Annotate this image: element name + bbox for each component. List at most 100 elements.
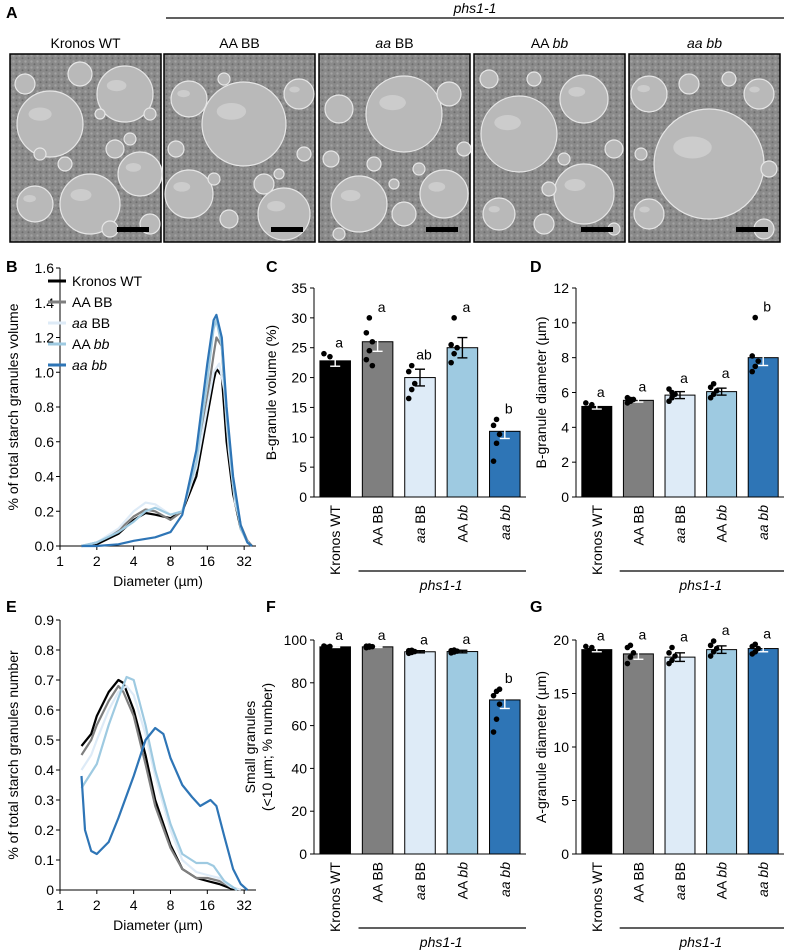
category-label: aa bb	[497, 505, 513, 540]
starch-granule	[101, 220, 119, 238]
genotype-plain: BB	[672, 505, 688, 528]
starch-granule	[653, 108, 765, 220]
category-label: aa BB	[412, 862, 428, 900]
y-axis-title: Small granules	[242, 701, 258, 794]
starch-granule	[16, 90, 84, 158]
micrograph-row: Kronos WT AA BB aa BB AA bb aa bb	[9, 35, 781, 243]
y-tick-label: 20	[291, 370, 307, 386]
granule-highlight	[267, 201, 286, 212]
starch-granule	[541, 181, 557, 197]
genotype-plain: AA	[714, 878, 730, 900]
starch-granule	[678, 73, 700, 95]
phs1-group-label-a: phs1-1	[453, 0, 497, 16]
granule-highlight	[749, 86, 760, 93]
granule-highlight	[494, 115, 521, 131]
starch-granule	[123, 132, 137, 146]
genotype-italic: aa bb	[755, 505, 771, 540]
y-tick-label: 5	[299, 459, 307, 475]
data-point	[411, 380, 418, 387]
data-point	[366, 643, 373, 649]
starch-granule	[721, 71, 737, 87]
y-axis-title: % of total starch granules number	[5, 650, 21, 860]
starch-granule	[366, 156, 382, 172]
starch-granule	[59, 173, 121, 235]
y-axis-title: (<10 µm; % number)	[259, 683, 275, 811]
starch-granule	[482, 197, 516, 231]
significance-letter: a	[335, 627, 343, 643]
genotype-italic: aa	[72, 315, 88, 331]
bar-kronos-wt	[319, 360, 351, 498]
genotype-plain: Kronos WT	[327, 505, 343, 575]
bar-aa-bb	[446, 651, 479, 855]
y-tick-label: 0.2	[35, 822, 55, 838]
data-point	[366, 315, 373, 321]
y-tick-label: 10	[291, 429, 307, 445]
category-label: AA bb	[714, 505, 730, 543]
genotype-italic: aa	[672, 527, 688, 543]
starch-granule	[391, 201, 417, 227]
category-label: aa bb	[755, 862, 771, 897]
y-tick-label: 10	[553, 739, 569, 755]
bar-aa-bb	[489, 699, 521, 855]
genotype-plain: AA	[72, 336, 94, 352]
category-label: aa bb	[497, 862, 513, 897]
category-label: AA bb	[454, 862, 470, 900]
starch-granule	[253, 173, 275, 195]
granule-highlight	[564, 179, 586, 191]
scale-bar	[426, 227, 458, 232]
starch-granule	[57, 156, 73, 172]
significance-letter: ab	[416, 347, 432, 363]
starch-granule	[117, 151, 163, 197]
granule-highlight	[428, 182, 446, 192]
data-point	[451, 350, 457, 357]
y-tick-label: 1.4	[35, 295, 55, 311]
y-tick-label: 10	[553, 315, 569, 331]
genotype-plain: Kronos WT	[589, 862, 605, 932]
micrograph-3: aa BB	[318, 35, 472, 243]
y-tick-label: 1.6	[35, 260, 55, 276]
bar-aa-bb	[664, 656, 696, 855]
data-point	[752, 314, 759, 321]
data-point	[755, 645, 762, 652]
granule-highlight	[289, 86, 300, 93]
series-line-aa-bb	[80, 726, 249, 891]
significance-letter: a	[335, 335, 343, 351]
chart-c-b-granule-volume: 0 5 10 15 20 25 30 35 a Kronos WT a AA BB ab aa BB a AA…	[263, 280, 526, 593]
y-axis-title: A-granule diameter (µm)	[533, 671, 549, 823]
starch-granule	[332, 227, 346, 241]
genotype-italic: bb	[714, 862, 730, 878]
bar-aa-bb	[664, 394, 696, 498]
x-tick-label: 4	[130, 897, 138, 913]
data-point	[408, 647, 415, 654]
phs1-group-label: phs1-1	[419, 577, 463, 593]
significance-letter: a	[763, 625, 771, 641]
starch-granule	[743, 78, 775, 110]
genotype-plain: AA BB	[72, 294, 112, 310]
starch-granule	[296, 146, 312, 162]
genotype-plain: BB	[672, 862, 688, 885]
panel-letter-b: B	[6, 259, 18, 276]
bar-aa-bb	[706, 649, 738, 855]
granule-highlight	[488, 206, 500, 213]
data-point	[454, 344, 460, 351]
y-tick-label: 60	[291, 718, 307, 734]
bar-aa-bb	[622, 399, 654, 498]
micrograph-label: aa bb	[687, 35, 722, 51]
legend-label: aa bb	[72, 357, 107, 373]
genotype-plain: AA BB	[370, 862, 386, 902]
scale-bar	[736, 227, 768, 232]
micrograph-label: AA BB	[219, 35, 259, 51]
micrograph-label: Kronos WT	[50, 35, 120, 51]
bar-aa-bb	[361, 646, 394, 855]
data-point	[405, 395, 412, 402]
scale-bar	[271, 227, 303, 232]
category-label: aa bb	[755, 505, 771, 540]
starch-granule	[16, 185, 54, 223]
series-line-aa-bb	[81, 313, 253, 548]
data-point	[589, 401, 595, 408]
series-line-aa-bb	[80, 684, 242, 892]
starch-granule	[207, 172, 221, 186]
phs1-group-label: phs1-1	[678, 577, 722, 593]
micrograph-label-part: aa	[375, 35, 391, 51]
starch-granule	[143, 107, 157, 121]
